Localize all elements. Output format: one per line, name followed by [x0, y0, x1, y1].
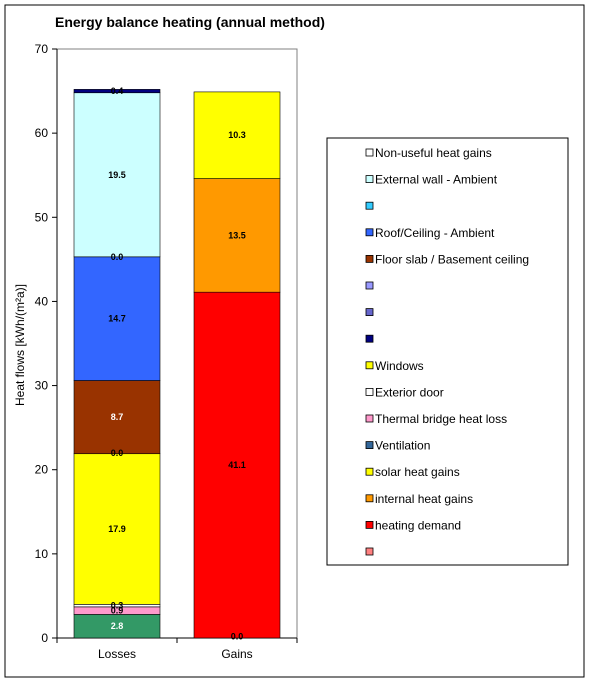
legend-swatch — [365, 521, 374, 529]
data-labels: 41.1 13.5 10.3 2.8 0.90.3 17.9 8.7 14.7 19.5 0.4 0… — [108, 86, 246, 641]
legend-swatch — [365, 228, 374, 237]
legend-label: Windows — [375, 359, 424, 373]
y-tick-label: 40 — [35, 294, 49, 308]
bar-segment — [73, 453, 161, 605]
data-label: 8.7 — [111, 412, 124, 422]
legend-label: Exterior door — [375, 385, 444, 399]
x-tick-label: Losses — [98, 647, 136, 661]
legend-swatch — [365, 467, 374, 476]
y-tick-label: 20 — [35, 463, 49, 477]
bar-segment — [193, 178, 281, 293]
data-label: 0.0 — [231, 631, 244, 641]
legend-swatch — [365, 281, 374, 290]
legend-swatch — [365, 334, 374, 343]
legend-swatch — [365, 148, 374, 157]
legend-label: Roof/Ceiling - Ambient — [375, 226, 495, 240]
legend-swatch — [365, 387, 374, 396]
y-tick-label: 60 — [35, 126, 49, 140]
legend: Non-useful heat gains External wall - Amb… — [326, 137, 569, 566]
data-label: 0.9 — [111, 606, 124, 616]
legend-swatch — [365, 254, 374, 263]
legend-label: heating demand — [375, 518, 461, 532]
data-label: 0.0 — [111, 252, 124, 262]
data-label: 0.0 — [111, 448, 124, 458]
data-label: 2.8 — [111, 621, 124, 631]
bars — [73, 89, 281, 639]
axes: 0 10 20 30 40 50 60 70 Losses Gains — [35, 42, 298, 661]
y-tick-label: 50 — [35, 210, 49, 224]
data-label: 17.9 — [108, 524, 126, 534]
legend-label: solar heat gains — [375, 465, 460, 479]
legend-label: Floor slab / Basement ceiling — [375, 252, 529, 266]
legend-swatch — [365, 361, 374, 370]
legend-swatch — [365, 494, 374, 503]
legend-label: Thermal bridge heat loss — [375, 412, 507, 426]
legend-swatch — [365, 414, 374, 423]
legend-label: Ventilation — [375, 439, 430, 453]
legend-label: Non-useful heat gains — [375, 146, 492, 160]
bar-segment — [73, 89, 161, 94]
legend-label: External wall - Ambient — [375, 173, 498, 187]
legend-swatch — [365, 175, 374, 184]
bar-segment — [73, 380, 161, 455]
data-label: 0.4 — [111, 86, 124, 96]
chart-title: Energy balance heating (annual method) — [55, 14, 325, 30]
legend-swatch — [365, 308, 374, 317]
bar-segment — [193, 91, 281, 179]
data-label: 19.5 — [108, 170, 126, 180]
data-label: 41.1 — [228, 460, 246, 470]
y-tick-label: 10 — [35, 547, 49, 561]
legend-swatch — [365, 547, 374, 556]
y-axis-label: Heat flows [kWh/(m²a)] — [13, 284, 27, 406]
legend-swatch — [365, 441, 374, 450]
data-label: 0.3 — [111, 601, 124, 611]
legend-label: internal heat gains — [375, 492, 473, 506]
data-label: 10.3 — [228, 130, 246, 140]
y-tick-label: 70 — [35, 42, 49, 56]
data-label: 14.7 — [108, 314, 126, 324]
x-tick-label: Gains — [221, 647, 252, 661]
y-tick-label: 0 — [41, 631, 48, 645]
data-label: 13.5 — [228, 230, 246, 240]
legend-swatch — [365, 201, 374, 210]
bar-segment — [73, 256, 161, 381]
y-tick-label: 30 — [35, 379, 49, 393]
